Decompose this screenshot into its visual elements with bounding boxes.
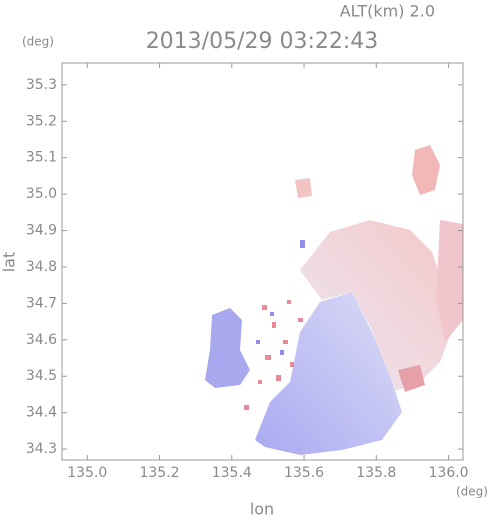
velocity-area [412,145,440,195]
y-tick-label: 34.6 [26,332,57,348]
velocity-area [205,308,250,388]
x-tick-label: 135.8 [356,465,396,481]
y-tick-label: 35.0 [26,186,57,202]
y-tick-label: 34.4 [26,405,57,421]
radar-field [205,145,463,455]
y-tick-label: 35.2 [26,113,57,129]
y-tick-label: 34.9 [26,223,57,239]
x-unit: (deg) [456,485,488,499]
speckles [256,240,305,355]
y-tick-label: 34.8 [26,259,57,275]
y-tick-label: 35.3 [26,77,57,93]
x-tick-label: 135.2 [139,465,179,481]
y-tick-label: 35.1 [26,150,57,166]
speckles [244,300,303,410]
chart-title: 2013/05/29 03:22:43 [146,29,379,54]
plot-frame [61,62,464,461]
y-tick-label: 34.7 [26,295,57,311]
x-tick-label: 135.0 [67,465,107,481]
subtitle: ALT(km) 2.0 [340,2,435,21]
velocity-area [436,220,463,342]
velocity-area [255,292,402,455]
x-label: lon [250,500,274,519]
x-tick-label: 135.4 [212,465,252,481]
y-tick-label: 34.3 [26,441,57,457]
x-tick-label: 135.6 [284,465,324,481]
y-label: lat [0,252,19,273]
y-unit: (deg) [22,35,54,49]
velocity-area [300,220,452,392]
velocity-area [398,365,425,392]
y-tick-label: 34.5 [26,368,57,384]
x-tick-label: 136.0 [429,465,469,481]
velocity-area [295,178,312,198]
